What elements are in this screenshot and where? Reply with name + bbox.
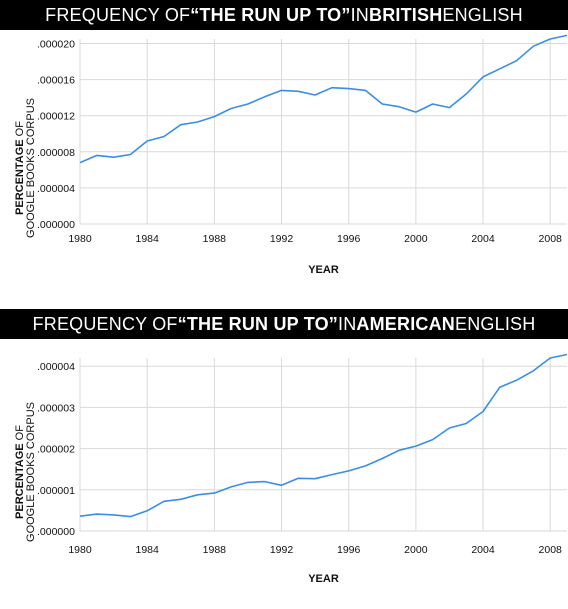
y-tick-label: .000008 bbox=[37, 147, 75, 159]
x-tick-label: 2008 bbox=[539, 233, 563, 245]
title-part: AMERICAN bbox=[356, 313, 456, 334]
x-axis-label: YEAR bbox=[308, 264, 339, 276]
x-tick-label: 1984 bbox=[135, 544, 159, 556]
x-tick-label: 1984 bbox=[135, 233, 159, 245]
title-part: ENGLISH bbox=[455, 313, 536, 334]
x-tick-label: 2000 bbox=[404, 544, 428, 556]
y-tick-label: .000001 bbox=[37, 485, 75, 497]
y-tick-label: .000004 bbox=[37, 361, 75, 373]
y-axis-label: PERCENTAGE OF GOOGLE BOOKS CORPUS bbox=[14, 98, 37, 238]
x-tick-label: 1988 bbox=[203, 544, 227, 556]
title-part: IN bbox=[350, 4, 369, 25]
title-part: BRITISH bbox=[369, 4, 443, 25]
british-chart-panel: FREQUENCY OF “THE RUN UP TO” IN BRITISH … bbox=[0, 0, 568, 300]
x-axis-label: YEAR bbox=[308, 573, 339, 585]
american-chart-plot: .000000 .000001 .000002 .000003 .000004 1980 1… bbox=[14, 353, 568, 585]
x-tick-label: 2004 bbox=[471, 233, 495, 245]
y-tick-label: .000000 bbox=[37, 526, 75, 538]
x-tick-label: 1992 bbox=[270, 544, 294, 556]
title-part: “THE RUN UP TO” bbox=[177, 313, 338, 334]
x-tick-label: 1980 bbox=[68, 544, 92, 556]
x-tick-label: 1996 bbox=[337, 544, 361, 556]
x-tick-label: 1992 bbox=[270, 233, 294, 245]
title-part: IN bbox=[338, 313, 357, 334]
x-tick-label: 2000 bbox=[404, 233, 428, 245]
x-tick-label: 2008 bbox=[539, 544, 563, 556]
x-tick-label: 2004 bbox=[471, 544, 495, 556]
title-part: “THE RUN UP TO” bbox=[190, 4, 351, 25]
y-axis-label-bold: PERCENTAGE bbox=[14, 139, 26, 215]
british-chart-title: FREQUENCY OF “THE RUN UP TO” IN BRITISH … bbox=[0, 0, 568, 30]
y-tick-label: .000012 bbox=[37, 111, 75, 123]
title-part: ENGLISH bbox=[442, 4, 523, 25]
series-line bbox=[79, 353, 568, 518]
series-line bbox=[79, 34, 568, 164]
y-axis-label-rest-a: OF bbox=[14, 425, 26, 444]
x-tick-label: 1988 bbox=[203, 233, 227, 245]
y-tick-label: .000002 bbox=[37, 444, 75, 456]
x-tick-label: 1996 bbox=[337, 233, 361, 245]
british-chart-plot: .000000 .000004 .000008 .000012 .000016 .0000… bbox=[14, 34, 568, 276]
title-part: FREQUENCY OF bbox=[32, 313, 178, 334]
y-tick-label: .000020 bbox=[37, 39, 75, 51]
y-axis-label-rest-a: OF bbox=[14, 121, 26, 140]
y-tick-label: .000016 bbox=[37, 75, 75, 87]
y-axis-label-line1: PERCENTAGE OF bbox=[14, 121, 26, 215]
y-axis-label-bold: PERCENTAGE bbox=[14, 443, 26, 519]
american-chart-title: FREQUENCY OF “THE RUN UP TO” IN AMERICAN… bbox=[0, 309, 568, 339]
y-axis-label-line2: GOOGLE BOOKS CORPUS bbox=[25, 402, 37, 542]
y-tick-label: .000004 bbox=[37, 183, 75, 195]
y-tick-label: .000000 bbox=[37, 219, 75, 231]
x-tick-label: 1980 bbox=[68, 233, 92, 245]
y-axis-label-line1: PERCENTAGE OF bbox=[14, 425, 26, 519]
y-axis-label-line2: GOOGLE BOOKS CORPUS bbox=[25, 98, 37, 238]
american-chart-panel: FREQUENCY OF “THE RUN UP TO” IN AMERICAN… bbox=[0, 309, 568, 609]
y-tick-label: .000003 bbox=[37, 402, 75, 414]
title-part: FREQUENCY OF bbox=[45, 4, 191, 25]
y-axis-label: PERCENTAGE OF GOOGLE BOOKS CORPUS bbox=[14, 402, 37, 542]
